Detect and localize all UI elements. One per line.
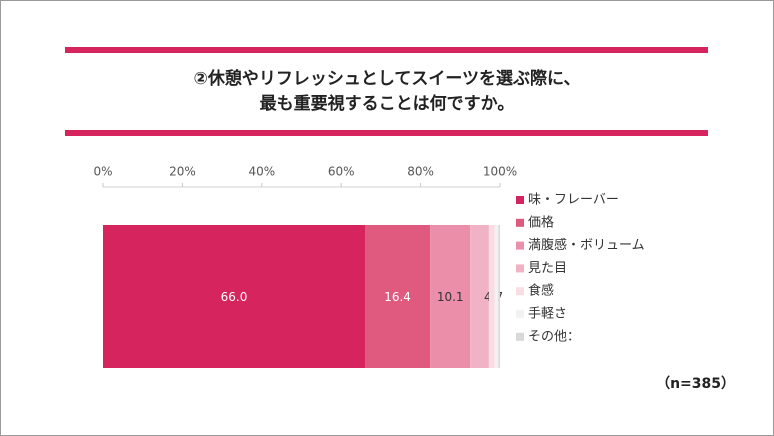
x-tick-label: 0%	[93, 165, 112, 179]
legend-swatch	[516, 287, 524, 296]
x-tick-label: 20%	[169, 165, 196, 179]
legend-label: 味・フレーバー	[528, 193, 619, 208]
legend-label: 満腹感・ボリューム	[528, 237, 645, 253]
x-tick-label: 40%	[248, 165, 275, 179]
value-label: 10.1	[437, 290, 464, 304]
legend-label: 見た目	[528, 261, 567, 276]
bar-segment	[498, 225, 500, 368]
bar-segment	[488, 225, 495, 368]
bar-segment	[430, 225, 471, 368]
bar-segment	[470, 225, 489, 368]
x-tick-label: 100%	[483, 165, 517, 179]
legend-swatch	[516, 264, 524, 273]
legend-swatch	[516, 241, 524, 250]
x-tick-label: 80%	[407, 165, 434, 179]
value-label: 16.4	[384, 290, 411, 304]
chart-title: 最も重要視することは何ですか。	[260, 93, 515, 114]
bar-segment	[103, 225, 366, 368]
sample-note: （n=385）	[656, 376, 735, 392]
legend-label: 手軽さ	[528, 307, 567, 322]
bar-segment	[365, 225, 431, 368]
legend-label: その他：	[528, 329, 580, 344]
legend-label: 価格	[528, 214, 554, 230]
legend-swatch	[516, 218, 524, 227]
x-tick-label: 60%	[328, 165, 355, 179]
chart-title: ②休憩やリフレッシュとしてスイーツを選ぶ際に、	[193, 68, 580, 89]
title-rule	[65, 47, 708, 53]
title-rule	[65, 130, 708, 136]
legend-swatch	[516, 332, 524, 341]
value-label: 66.0	[221, 290, 248, 304]
legend-swatch	[516, 310, 524, 318]
legend-swatch	[516, 196, 524, 204]
bar-segment	[494, 225, 499, 368]
legend-label: 食感	[528, 283, 554, 299]
